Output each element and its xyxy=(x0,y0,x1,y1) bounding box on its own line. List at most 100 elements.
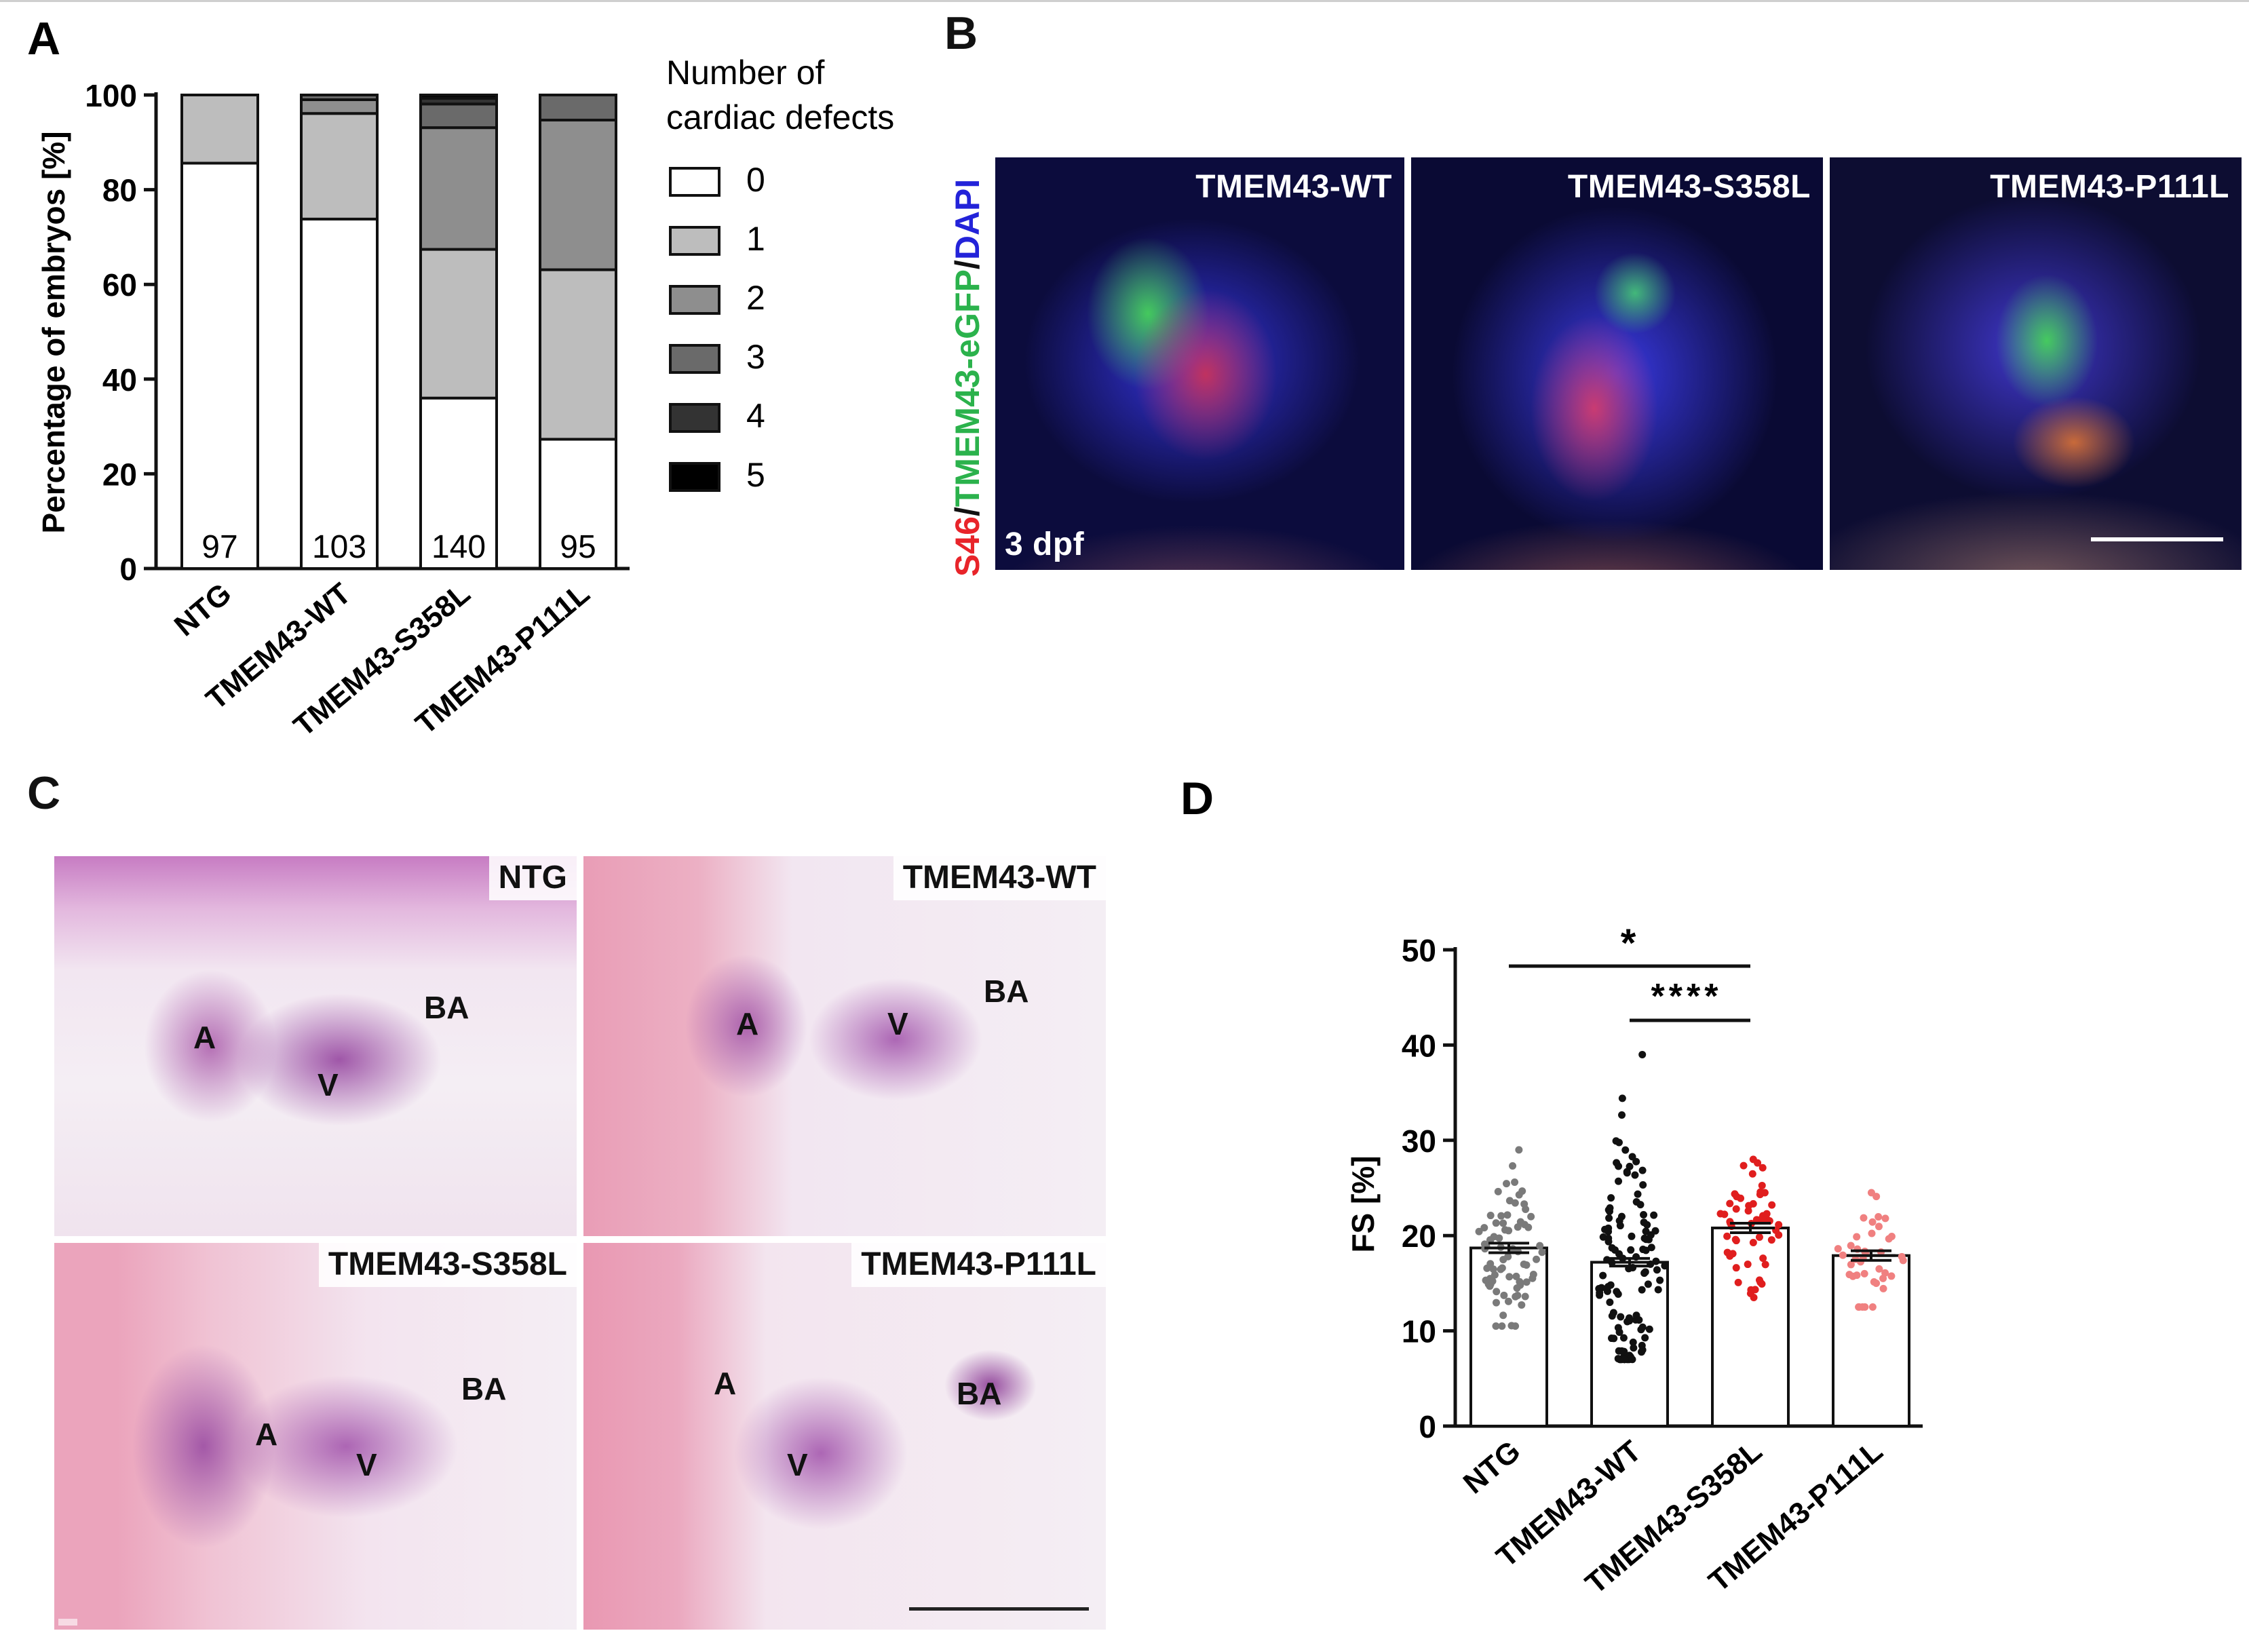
d-data-point xyxy=(1875,1265,1883,1273)
d-data-point xyxy=(1853,1233,1861,1241)
d-data-point xyxy=(1647,1231,1655,1239)
figure-top-rule xyxy=(0,0,2249,2)
d-data-point xyxy=(1623,1169,1631,1177)
d-data-point xyxy=(1632,1198,1640,1206)
panel-d-significance: * **** xyxy=(1509,921,1750,1022)
d-data-point xyxy=(1653,1266,1661,1274)
d-data-point xyxy=(1619,1334,1628,1342)
d-data-point xyxy=(1499,1256,1507,1264)
d-data-point xyxy=(1650,1211,1658,1219)
d-data-point xyxy=(1605,1214,1613,1222)
d-data-point xyxy=(1522,1278,1531,1286)
d-data-point xyxy=(1745,1202,1753,1210)
region-ventricle-wt: V xyxy=(887,1006,908,1041)
d-data-point xyxy=(1872,1193,1881,1201)
panel-a-n-labels: 97 103 140 95 xyxy=(201,529,596,565)
a-bar-segment xyxy=(300,98,379,115)
d-data-point xyxy=(1868,1229,1876,1237)
d-data-point xyxy=(1860,1214,1868,1222)
a-legend-label: 1 xyxy=(746,220,765,258)
a-n-label: 103 xyxy=(312,529,366,565)
panel-d-points xyxy=(1475,1050,1907,1364)
d-data-point xyxy=(1734,1278,1742,1286)
panel-a-stacked-bar-chart: A Percentage of embryos [%] 020406080100… xyxy=(27,13,894,743)
d-data-point xyxy=(1513,1284,1521,1292)
a-n-label: 95 xyxy=(560,529,596,565)
d-data-point xyxy=(1629,1338,1637,1346)
d-data-point xyxy=(1604,1237,1613,1246)
d-data-point xyxy=(1768,1201,1776,1209)
d-data-point xyxy=(1887,1272,1896,1280)
d-data-point xyxy=(1748,1170,1756,1178)
d-data-point xyxy=(1494,1187,1502,1195)
d-data-point xyxy=(1641,1334,1649,1342)
d-data-point xyxy=(1868,1303,1877,1311)
a-bar-segment xyxy=(180,94,259,165)
a-bar-segment xyxy=(539,268,617,441)
histology-label-wt: TMEM43-WT xyxy=(893,856,1106,900)
d-data-point xyxy=(1489,1265,1497,1273)
d-data-point xyxy=(1875,1213,1883,1221)
d-data-point xyxy=(1493,1288,1501,1296)
a-legend-label: 2 xyxy=(746,279,765,317)
histology-scale-bar xyxy=(909,1607,1089,1611)
stain-s46: S46 xyxy=(948,516,986,577)
a-legend-swatch xyxy=(669,403,720,433)
d-data-point xyxy=(1492,1219,1500,1227)
a-legend-label: 0 xyxy=(746,161,765,199)
d-data-point xyxy=(1618,1094,1626,1102)
d-data-point xyxy=(1500,1291,1508,1299)
d-data-point xyxy=(1607,1194,1615,1202)
d-data-point xyxy=(1845,1271,1853,1279)
d-data-point xyxy=(1642,1246,1650,1254)
d-data-point xyxy=(1617,1313,1625,1321)
d-data-point xyxy=(1847,1261,1855,1269)
d-data-point xyxy=(1632,1157,1640,1166)
d-data-point xyxy=(1834,1245,1842,1253)
d-data-point xyxy=(1875,1223,1883,1231)
histology-label-s358l: TMEM43-S358L xyxy=(318,1243,577,1287)
d-data-point xyxy=(1538,1248,1546,1256)
a-legend-label: 4 xyxy=(746,397,765,435)
d-data-point xyxy=(1744,1261,1752,1269)
d-data-point xyxy=(1518,1301,1526,1309)
d-data-point xyxy=(1511,1178,1519,1186)
d-data-point xyxy=(1757,1215,1765,1223)
d-data-point xyxy=(1503,1211,1512,1219)
d-y-tick-label: 50 xyxy=(1402,933,1436,968)
d-data-point xyxy=(1480,1224,1488,1232)
d-data-point xyxy=(1638,1050,1647,1058)
d-data-point xyxy=(1638,1323,1647,1331)
confocal-scale-bar xyxy=(2091,537,2223,541)
d-data-point xyxy=(1529,1274,1537,1282)
d-data-point xyxy=(1502,1180,1510,1188)
d-data-point xyxy=(1499,1219,1507,1227)
region-ventricle-p111l: V xyxy=(787,1447,808,1482)
panel-a-legend: Number of cardiac defects 0 1 2 3 4 5 xyxy=(666,54,894,494)
a-legend-swatch xyxy=(669,344,720,374)
region-bulbus-p111l: BA xyxy=(957,1376,1002,1411)
d-data-point xyxy=(1638,1348,1646,1356)
d-data-point xyxy=(1755,1276,1763,1284)
sig-label-2: **** xyxy=(1651,977,1723,1016)
d-data-point xyxy=(1747,1286,1755,1294)
d-data-point xyxy=(1638,1286,1646,1294)
a-bar-segment xyxy=(419,102,498,130)
d-data-point xyxy=(1621,1146,1630,1154)
d-data-point xyxy=(1475,1227,1483,1235)
d-data-point xyxy=(1885,1235,1893,1243)
d-data-point xyxy=(1868,1218,1877,1226)
d-data-point xyxy=(1755,1233,1763,1241)
region-ventricle-s358l: V xyxy=(356,1447,377,1482)
d-bar xyxy=(1711,1226,1790,1428)
legend-title-line-1: Number of xyxy=(666,54,825,92)
a-legend-swatch xyxy=(669,167,720,197)
d-data-point xyxy=(1520,1260,1528,1268)
d-y-tick-label: 20 xyxy=(1402,1218,1436,1254)
d-data-point xyxy=(1608,1312,1616,1320)
d-data-point xyxy=(1879,1284,1887,1292)
d-data-point xyxy=(1733,1193,1741,1201)
a-y-tick-label: 20 xyxy=(102,457,137,492)
d-data-point xyxy=(1509,1162,1517,1170)
